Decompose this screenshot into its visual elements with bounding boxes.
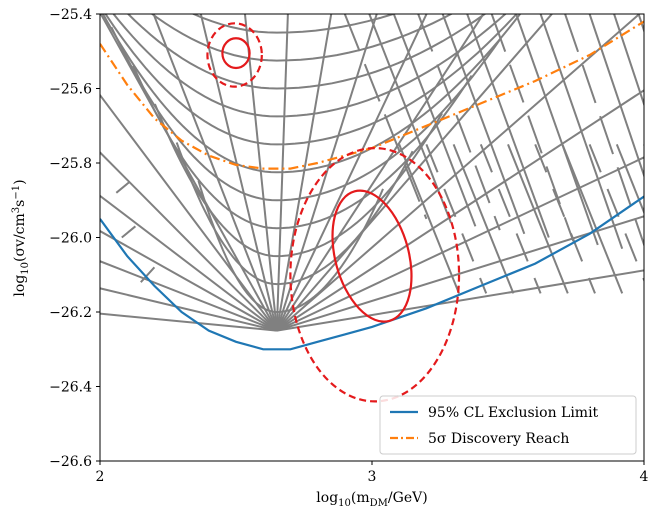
y-tick-label: −26.2: [49, 305, 92, 321]
discovery-reach-line: [100, 20, 644, 170]
model-grid-line: [343, 14, 428, 220]
model-grid-line: [110, 26, 502, 202]
model-grid-line: [115, 180, 131, 194]
x-tick-label: 2: [96, 469, 105, 485]
model-grid-line: [100, 287, 278, 332]
model-grid-lines: [0, 0, 657, 332]
model-grid-line: [100, 14, 278, 332]
model-grid-line: [121, 225, 137, 239]
y-axis-label: log10(σv/cm3s−1): [11, 179, 31, 296]
model-grid-line: [564, 14, 644, 248]
y-tick-label: −26.6: [49, 454, 92, 470]
model-grid-line: [561, 144, 624, 294]
legend-box: [379, 395, 637, 455]
model-grid-line: [515, 14, 599, 246]
model-grid-line: [275, 14, 428, 332]
x-tick-label: 4: [640, 469, 649, 485]
model-grid-line: [276, 215, 644, 332]
x-axis-label: log10(mDM/GeV): [316, 490, 427, 509]
axis-ticks: 2 3 4 −26.6 −26.4 −26.2 −26.0 −25.8 −25.6 −25.4: [49, 7, 648, 485]
model-grid-line: [0, 0, 657, 5]
model-grid-line: [588, 144, 644, 283]
legend-label: 5σ Discovery Reach: [428, 431, 569, 447]
model-grid-line: [153, 103, 443, 258]
model-grid-line: [452, 144, 515, 294]
model-grid-line: [100, 150, 278, 332]
y-tick-label: −25.8: [49, 156, 92, 172]
model-grid-line: [588, 14, 644, 179]
model-grid-line: [100, 93, 278, 332]
model-grid-line: [507, 144, 569, 294]
model-grid-line: [140, 266, 156, 283]
y-tick-label: −26.0: [49, 231, 92, 247]
legend-label: 95% CL Exclusion Limit: [428, 405, 599, 421]
model-grid-line: [152, 14, 278, 331]
contour-2sigma: [206, 22, 263, 88]
model-grid-line: [275, 14, 289, 331]
model-grid-line: [275, 14, 333, 331]
contour-1sigma: [221, 37, 251, 70]
model-grid-line: [613, 14, 644, 108]
model-grid-line: [417, 14, 501, 231]
model-grid-line: [276, 156, 644, 332]
model-grid-line: [398, 144, 460, 294]
model-grid-line: [126, 14, 487, 90]
exclusion-limit-line: [100, 195, 644, 351]
model-grid-line: [425, 144, 488, 294]
model-grid-line: [199, 14, 278, 331]
contour-1sigma: [331, 189, 413, 323]
posterior-contours: [206, 22, 461, 403]
model-grid-line: [643, 144, 644, 148]
model-grid-line: [150, 14, 454, 62]
model-grid-line: [392, 14, 477, 227]
legend: 95% CL Exclusion Limit 5σ Discovery Reach: [379, 395, 637, 455]
model-grid-line: [479, 144, 542, 294]
model-grid-line: [275, 14, 378, 331]
model-grid-line: [101, 14, 522, 174]
model-grid-line: [104, 14, 518, 146]
y-tick-label: −25.4: [49, 7, 92, 23]
model-grid-line: [637, 14, 644, 34]
model-grid-line: [276, 269, 644, 332]
series-layer: [100, 20, 644, 351]
model-grid-line: [275, 14, 485, 332]
model-grid-line: [243, 14, 278, 331]
model-grid-line: [100, 194, 278, 332]
model-grid-line: [276, 14, 641, 332]
model-grid-line: [100, 312, 277, 332]
model-grid-line: [112, 14, 507, 118]
y-tick-label: −25.6: [49, 82, 92, 98]
x-tick-label: 3: [368, 469, 377, 485]
model-grid-line: [276, 14, 554, 332]
model-grid-line: [100, 229, 278, 332]
y-tick-label: −26.4: [49, 380, 92, 396]
model-grid-line: [539, 14, 624, 250]
model-grid-line: [276, 89, 644, 332]
contour-2sigma: [289, 147, 461, 403]
model-grid-line: [534, 144, 596, 294]
model-grid-line: [615, 144, 644, 215]
model-grid-line: [100, 260, 278, 332]
model-grid-line: [441, 14, 526, 235]
model-grid-line: [466, 14, 550, 238]
model-grid-line: [191, 14, 397, 34]
